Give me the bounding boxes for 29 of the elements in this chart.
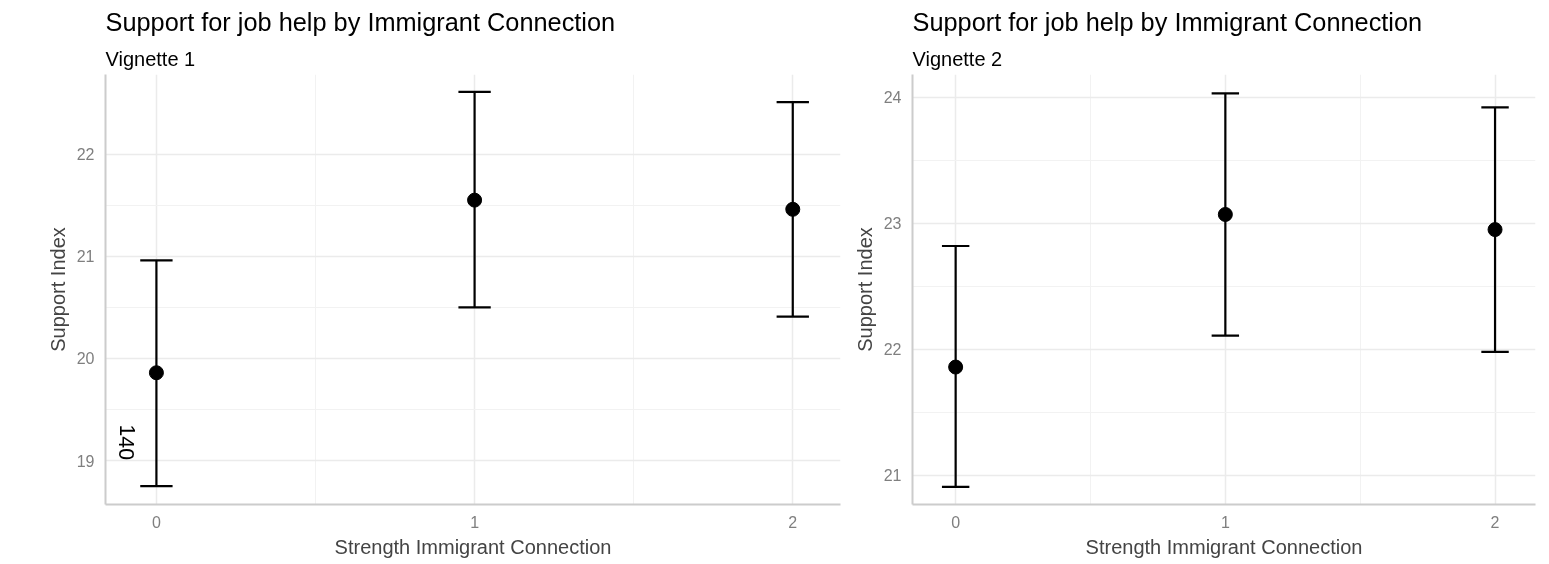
- y-axis-title: Support Index: [853, 227, 876, 352]
- y-tick-label: 24: [883, 89, 902, 107]
- x-tick-label: 1: [470, 513, 480, 531]
- y-tick-label: 20: [76, 350, 95, 368]
- point: [1487, 222, 1503, 238]
- point: [948, 359, 964, 375]
- point: [148, 365, 164, 381]
- x-tick-label: 0: [151, 513, 161, 531]
- chart-title: Support for job help by Immigrant Connection: [105, 7, 616, 36]
- chart-title: Support for job help by Immigrant Connection: [912, 7, 1423, 36]
- y-tick-label: 23: [883, 215, 902, 233]
- chart-subtitle: Vignette 2: [912, 47, 1003, 70]
- point: [1217, 206, 1233, 222]
- y-axis-title: Support Index: [46, 227, 69, 352]
- x-tick-label: 2: [788, 513, 798, 531]
- x-tick-label: 2: [1490, 513, 1500, 531]
- x-axis-title: Strength Immigrant Connection: [1085, 535, 1363, 558]
- point: [785, 201, 801, 217]
- y-tick-label: 19: [76, 452, 95, 470]
- chart-subtitle: Vignette 1: [105, 47, 196, 70]
- y-tick-label: 22: [883, 341, 902, 359]
- x-tick-label: 1: [1220, 513, 1230, 531]
- x-tick-label: 0: [951, 513, 961, 531]
- point: [467, 192, 483, 208]
- y-tick-label: 21: [883, 467, 902, 485]
- x-axis-title: Strength Immigrant Connection: [334, 535, 612, 558]
- y-tick-label: 21: [76, 248, 95, 266]
- annotation: 140: [114, 424, 139, 461]
- y-tick-label: 22: [76, 146, 95, 164]
